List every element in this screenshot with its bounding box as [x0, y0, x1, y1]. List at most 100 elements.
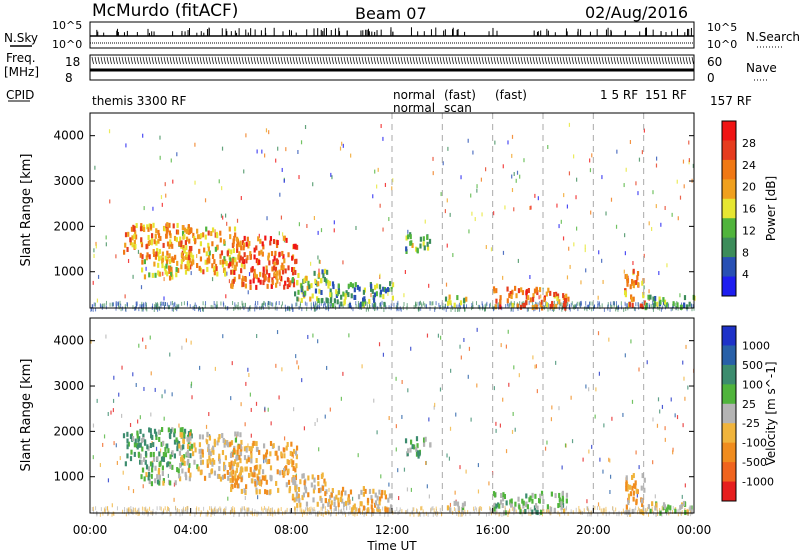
scatter-cell	[295, 244, 299, 250]
scatter-cell	[324, 498, 327, 504]
scatter-cell	[262, 266, 265, 272]
scatter-speckle	[516, 170, 519, 175]
scatter-cell	[182, 256, 185, 262]
ground-scatter-cell	[376, 507, 378, 512]
ground-scatter-cell	[637, 506, 639, 511]
ground-scatter-cell	[575, 507, 577, 512]
scatter-speckle	[534, 364, 536, 369]
cpid-program-9: 157 RF	[710, 94, 752, 108]
scatter-cell	[547, 287, 550, 293]
ground-scatter-cell	[217, 509, 219, 514]
scatter-cell	[261, 251, 264, 257]
velocity-ylabel: Slant Range [km]	[19, 359, 34, 472]
scatter-cell	[354, 294, 357, 300]
scatter-speckle	[573, 242, 575, 247]
ground-scatter-cell	[205, 301, 207, 306]
ground-scatter-cell	[647, 512, 649, 517]
scatter-cell	[294, 475, 298, 481]
scatter-cell	[171, 427, 174, 433]
ground-scatter-cell	[170, 511, 172, 516]
scatter-speckle	[570, 395, 572, 400]
colorbar-swatch	[722, 403, 736, 424]
scatter-cell	[292, 448, 296, 454]
ground-scatter-cell	[367, 307, 369, 312]
nave-tick	[472, 56, 475, 65]
ground-scatter-cell	[349, 505, 351, 510]
colorbar-swatch	[722, 257, 736, 278]
scatter-cell	[158, 462, 161, 468]
ground-scatter-cell	[573, 304, 575, 309]
scatter-cell	[255, 441, 258, 447]
scatter-cell	[320, 289, 323, 295]
scatter-speckle	[611, 416, 613, 421]
y-tick-label: 4000	[53, 129, 84, 143]
scatter-speckle	[392, 178, 394, 183]
scatter-cell	[563, 508, 566, 514]
ground-scatter-cell	[601, 303, 603, 308]
scatter-cell	[525, 290, 528, 296]
scatter-cell	[304, 290, 307, 296]
ground-scatter-cell	[635, 302, 637, 307]
scatter-cell	[149, 428, 152, 434]
scatter-cell	[241, 256, 244, 262]
scatter-cell	[495, 298, 498, 304]
scatter-cell	[149, 451, 153, 457]
scatter-cell	[243, 488, 246, 494]
cpid-program-7: 1 5 RF	[600, 88, 638, 102]
ground-scatter-cell	[499, 511, 501, 516]
scatter-cell	[555, 303, 558, 309]
ground-scatter-cell	[96, 512, 98, 517]
ground-scatter-cell	[174, 302, 176, 307]
nave-tick	[508, 56, 511, 65]
ground-scatter-cell	[501, 512, 503, 517]
scatter-speckle	[167, 473, 169, 478]
scatter-speckle	[580, 280, 582, 285]
ground-scatter-cell	[186, 506, 188, 511]
scatter-cell	[153, 251, 156, 257]
ground-scatter-cell	[401, 509, 403, 514]
ground-scatter-cell	[280, 304, 282, 309]
scatter-speckle	[95, 241, 97, 246]
scatter-cell	[186, 444, 190, 450]
scatter-speckle	[449, 502, 452, 507]
scatter-cell	[230, 460, 233, 466]
scatter-cell	[304, 488, 308, 494]
colorbar-tick-label: 24	[742, 159, 756, 172]
scatter-cell	[234, 437, 238, 443]
scatter-cell	[127, 231, 130, 237]
scatter-speckle	[410, 346, 412, 351]
scatter-speckle	[247, 367, 249, 372]
scatter-speckle	[425, 461, 427, 466]
scatter-cell	[291, 267, 294, 273]
scatter-speckle	[556, 203, 558, 208]
ground-scatter-cell	[648, 303, 650, 308]
ground-scatter-cell	[295, 302, 297, 307]
colorbar-tick-label: -100	[742, 437, 767, 450]
scatter-cell	[306, 285, 309, 291]
scatter-cell	[344, 500, 348, 506]
ground-scatter-cell	[589, 512, 591, 517]
colorbar-swatch	[722, 364, 736, 385]
ground-scatter-cell	[220, 301, 222, 306]
nave-tick	[337, 56, 340, 65]
ground-scatter-cell	[380, 305, 382, 310]
scatter-cell	[180, 433, 183, 439]
scatter-speckle	[333, 220, 335, 225]
scatter-speckle	[281, 367, 283, 372]
scatter-speckle	[477, 463, 480, 468]
ground-scatter-cell	[301, 307, 303, 312]
scatter-cell	[631, 278, 634, 284]
scatter-cell	[353, 287, 356, 293]
scatter-cell	[171, 243, 174, 249]
scatter-cell	[283, 258, 286, 264]
scatter-cell	[235, 261, 238, 267]
scatter-speckle	[629, 140, 632, 145]
ground-scatter-cell	[146, 307, 148, 312]
scatter-cell	[632, 473, 635, 479]
scatter-cell	[513, 506, 516, 512]
nave-tick	[361, 56, 364, 65]
scatter-speckle	[268, 130, 270, 135]
scatter-cell	[241, 282, 244, 288]
scatter-speckle	[116, 460, 118, 465]
scatter-cell	[241, 467, 244, 473]
